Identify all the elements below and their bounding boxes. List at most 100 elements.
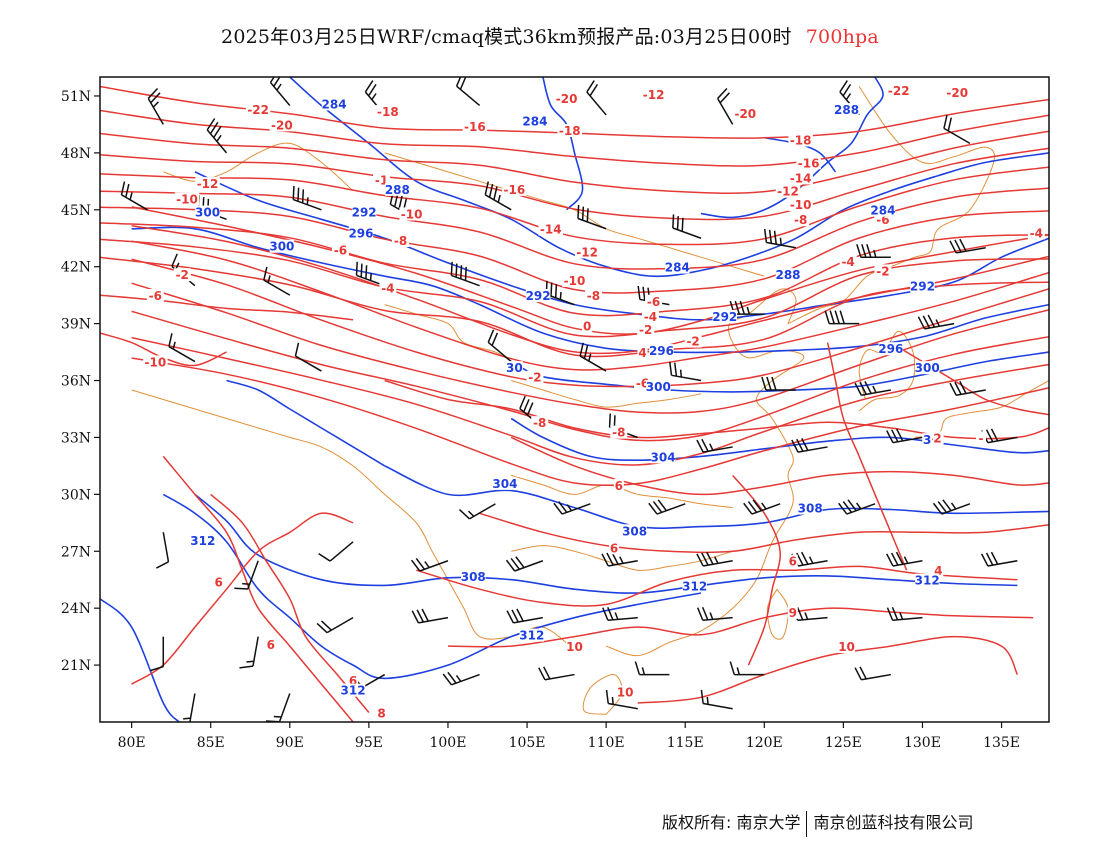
height-label-bg [195, 205, 220, 219]
wind-barb-feather [842, 83, 852, 97]
wind-barb-feather [365, 265, 368, 279]
wind-barb [854, 381, 891, 396]
wind-barb-feather [368, 83, 377, 97]
temperature-contour [131, 357, 1049, 487]
y-tick-label: 45N [61, 203, 91, 219]
temperature-label: -16 [504, 183, 526, 197]
wind-barb-feather [269, 77, 275, 83]
wind-barb-feather [634, 661, 641, 675]
wind-barb-feather [669, 361, 673, 376]
boundary-line [511, 545, 733, 571]
wind-barb-feather [455, 77, 462, 87]
temperature-label-bg [531, 416, 549, 430]
wind-barb-feather [696, 439, 704, 453]
wind-barb-half-feather [714, 556, 719, 564]
wind-barb-feather [859, 666, 867, 680]
wind-barb-layer [120, 77, 1018, 725]
temperature-label: 10 [617, 686, 634, 700]
temperature-label: 0 [583, 319, 591, 333]
wind-barb-feather [120, 181, 126, 195]
wind-barb-half-feather [183, 717, 191, 720]
temperature-contour [637, 635, 1019, 704]
wind-barb-feather [890, 552, 899, 566]
temperature-label: -20 [271, 118, 293, 132]
wind-barb-feather [829, 310, 835, 324]
temperature-label: -4 [841, 255, 854, 269]
x-tick-label: 105E [509, 735, 546, 751]
height-contour-layer [100, 77, 1049, 722]
height-contour [510, 417, 1049, 462]
wind-barb [442, 671, 480, 686]
wind-barb-feather [176, 723, 189, 725]
temperature-label: 6 [349, 674, 357, 688]
wind-barb-feather [771, 376, 777, 391]
temperature-label: -10 [564, 274, 586, 288]
wind-barb-feather [447, 671, 457, 684]
temperature-label: -22 [247, 103, 269, 117]
temperature-label-bg [557, 124, 583, 138]
wind-barb [455, 77, 481, 107]
height-label-bg [682, 579, 707, 593]
wind-barb [458, 503, 496, 520]
y-tick-label: 33N [61, 430, 91, 446]
wind-barb [156, 532, 170, 569]
temperature-label-bg [399, 207, 424, 221]
temperature-label: 10 [838, 640, 855, 654]
wind-barb-half-feather [899, 612, 904, 620]
temperature-label-bg [609, 541, 620, 555]
temperature-label-bg [582, 319, 593, 333]
temperature-label-bg [245, 103, 271, 117]
wind-barb-feather [150, 92, 161, 104]
wind-barb-feather [854, 667, 862, 681]
temperature-label-bg [775, 184, 801, 198]
temperature-contour [890, 341, 1049, 416]
wind-barb-feather [734, 300, 741, 315]
axis-layer: 80E 85E 90E 95E 100E 105E 110E 115E 120E 125E 130E… [61, 89, 1020, 751]
wind-barb-half-feather [559, 292, 562, 300]
height-label: 292 [910, 280, 935, 294]
wind-barb [824, 310, 860, 325]
temperature-label-bg [637, 323, 655, 337]
height-label: 300 [195, 206, 220, 220]
wind-barb-feather [729, 661, 736, 675]
plot-frame [99, 76, 1050, 723]
wind-barb-feather [673, 362, 678, 377]
wind-barb-feather [768, 229, 773, 244]
wind-barb-feather [719, 92, 730, 104]
wind-barb [239, 636, 259, 669]
wind-barb-feather [415, 558, 426, 570]
wind-barb-staff [269, 81, 291, 106]
wind-barb-feather [696, 553, 704, 567]
temperature-contour [100, 130, 1049, 194]
wind-barb-staff [419, 560, 449, 572]
wind-barb-half-feather [371, 93, 377, 101]
wind-barb-staff [162, 532, 170, 562]
boundary-line [766, 588, 789, 640]
temperature-label: -10 [176, 192, 198, 206]
wind-barb-half-feather [566, 504, 573, 512]
temperature-label-bg [839, 254, 857, 268]
height-label: 288 [775, 268, 800, 282]
temperature-label: -10 [790, 198, 812, 212]
wind-barb-half-feather [611, 696, 614, 705]
temperature-label: -2 [686, 335, 699, 349]
temperature-label-bg [376, 706, 387, 720]
wind-barb-feather [791, 439, 799, 453]
temperature-label-bg [348, 674, 359, 688]
wind-barb-feather [766, 376, 772, 391]
temperature-contour [131, 336, 1049, 466]
temperature-label-bg [1027, 226, 1045, 240]
wind-barb [634, 661, 670, 676]
wind-barb-feather [583, 345, 589, 359]
temperature-label-bg [796, 156, 821, 170]
wind-barb [980, 551, 1018, 567]
wind-barb-feather [608, 413, 612, 428]
wind-barb-feather [954, 381, 962, 395]
wind-barb-half-feather [614, 612, 619, 620]
temperature-label: 6 [610, 541, 618, 555]
wind-barb-feather [917, 316, 926, 330]
temperature-label-bg [143, 355, 168, 369]
wind-barb [886, 606, 923, 622]
wind-barb-feather [839, 310, 845, 324]
